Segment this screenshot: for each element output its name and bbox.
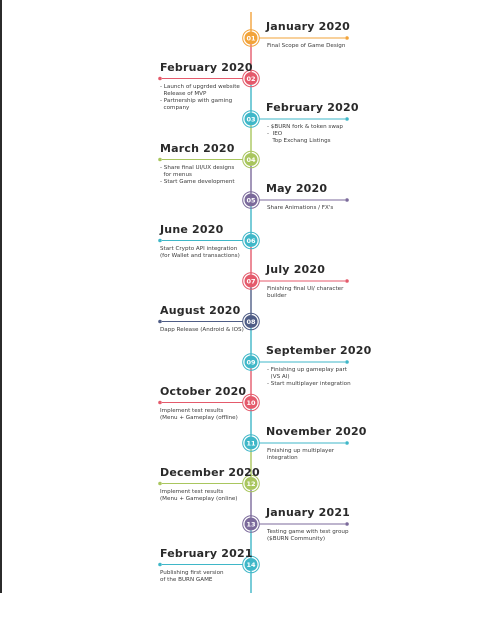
milestone-title: October 2020	[160, 384, 247, 398]
milestone-node	[244, 396, 258, 409]
milestone-number: 11	[246, 439, 256, 447]
milestone-node	[244, 31, 258, 45]
milestone-title: May 2020	[266, 182, 328, 195]
milestone-node	[244, 436, 258, 450]
milestone-node	[244, 355, 258, 369]
milestone-description: - Finishing up gameplay part (VS AI) - S…	[267, 367, 351, 388]
milestone-number: 04	[246, 156, 256, 164]
milestone-node	[244, 153, 258, 166]
milestone-connector-dot	[345, 198, 349, 202]
milestone-title: January 2021	[266, 506, 351, 519]
milestone-description: Dapp Release (Android & IOS)	[160, 326, 244, 333]
milestone-description: Implement test results (Menu + Gameplay …	[160, 407, 238, 421]
milestone-title: January 2020	[266, 20, 351, 33]
milestone-description: Start Crypto API integration (for Wallet…	[160, 245, 240, 259]
milestone-title: November 2020	[266, 425, 367, 438]
milestone-number: 01	[246, 34, 256, 42]
milestone-node	[244, 234, 258, 247]
milestone-connector-dot	[345, 522, 349, 526]
milestone-number: 13	[246, 520, 255, 528]
milestone-connector-dot	[158, 319, 162, 324]
milestone-title: August 2020	[160, 303, 241, 317]
milestone-description: Testing game with test group ($BURN Comm…	[267, 529, 349, 543]
milestone-description: - Share final UI/UX designs for menus - …	[160, 164, 235, 185]
milestone-node	[244, 112, 258, 126]
milestone-number: 07	[246, 277, 255, 285]
milestone-connector-dot	[345, 36, 349, 40]
milestone-connector-dot	[158, 238, 162, 243]
milestone-description: Finishing up multiplayer integration	[267, 448, 335, 462]
milestone-connector-dot	[158, 157, 162, 162]
milestone-node	[244, 558, 258, 571]
milestone-title: February 2021	[160, 546, 253, 560]
milestone-node	[244, 72, 258, 85]
milestone-title: June 2020	[160, 222, 224, 236]
milestone-node	[244, 517, 258, 531]
milestone-connector-dot	[158, 400, 162, 405]
milestone-node	[244, 193, 258, 207]
milestone-connector-dot	[158, 562, 162, 567]
milestone-number: 08	[246, 318, 256, 326]
milestone-description: Finishing final UI/ character builder	[267, 286, 344, 300]
milestone-title: February 2020	[266, 101, 359, 114]
milestone-connector-dot	[345, 117, 349, 121]
milestone-connector-dot	[345, 441, 349, 445]
milestone-description: Final Scope of Game Design	[267, 43, 346, 49]
milestone-description: Publishing first version of the BURN GAM…	[160, 569, 224, 583]
milestone-title: July 2020	[266, 263, 326, 276]
page-left-border	[0, 0, 2, 593]
milestone-description: - $BURN fork & token swap - IEO Top Exch…	[267, 124, 343, 145]
milestone-number: 09	[246, 358, 256, 366]
milestone-number: 10	[246, 399, 256, 407]
milestone-connector-dot	[158, 481, 162, 486]
milestone-description: Implement test results (Menu + Gameplay …	[160, 488, 238, 502]
milestone-description: - Launch of upgrded website Release of M…	[160, 83, 240, 112]
milestone-node	[244, 274, 258, 288]
milestone-description: Share Animations / FX's	[267, 205, 334, 211]
milestone-number: 02	[246, 75, 255, 83]
milestone-number: 06	[246, 237, 256, 245]
milestone-number: 05	[246, 196, 256, 204]
milestone-node	[244, 315, 258, 328]
milestone-connector-dot	[345, 360, 349, 364]
milestone-number: 12	[246, 480, 255, 488]
milestone-node	[244, 477, 258, 490]
milestone-title: March 2020	[160, 141, 235, 155]
milestone-title: February 2020	[160, 60, 253, 74]
milestone-number: 14	[246, 561, 256, 569]
milestone-connector-dot	[158, 76, 162, 81]
milestone-connector-dot	[345, 279, 349, 283]
milestone-title: December 2020	[160, 465, 260, 479]
milestone-number: 03	[246, 115, 255, 123]
milestone-title: September 2020	[266, 344, 372, 357]
